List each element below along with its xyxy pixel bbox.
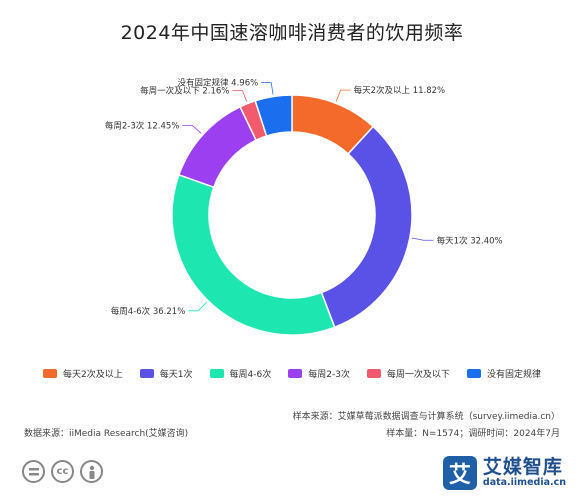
pie-slice (320, 125, 413, 329)
legend-label: 每天2次及以上 (63, 370, 123, 380)
chart-title: 2024年中国速溶咖啡消费者的饮用频率 (120, 22, 464, 44)
slice-leader-line (335, 89, 351, 102)
legend-swatch (466, 369, 481, 378)
equal-icon (22, 460, 45, 483)
brand-logo: 艾 (442, 456, 477, 490)
legend-label: 每周一次及以下 (386, 370, 450, 380)
legend-swatch (209, 369, 224, 378)
donut-chart: 每天2次及以上 11.82% 每天1次 32.40% 每周4-6次 36.21% 每周… (105, 78, 503, 336)
legend-label: 每天1次 (159, 370, 193, 380)
legend-swatch (288, 369, 303, 378)
cc-icon: cc (51, 460, 74, 483)
brand-url: data.iimedia.cn (482, 477, 566, 488)
legend-label: 每周4-6次 (229, 370, 272, 380)
slice-label: 每天2次及以上 11.82% (354, 85, 446, 96)
slice-leader-line (261, 82, 274, 95)
legend-item[interactable]: 每天2次及以上 (43, 367, 123, 380)
sample-source-note: 样本来源：艾媒草莓派数据调查与计算系统（survey.iimedia.cn） (292, 412, 560, 422)
legend-label: 每周2-3次 (308, 370, 350, 380)
chart-legend: 每天2次及以上 每天1次 每周4-6次 每周2-3次 每周一次及以下 没有固定规律 (0, 367, 584, 380)
brand-name: 艾媒智库 (482, 456, 563, 478)
legend-item[interactable]: 没有固定规律 (466, 367, 541, 380)
legend-swatch (43, 369, 58, 378)
pie-slice (254, 94, 293, 137)
slice-label: 每周4-6次 36.21% (111, 306, 186, 317)
slice-label: 每周一次及以下 2.16% (140, 86, 229, 97)
legend-swatch (366, 369, 381, 378)
license-icons: cc (22, 460, 103, 483)
legend-item[interactable]: 每周2-3次 (288, 367, 350, 380)
slice-leader-line (232, 90, 248, 102)
legend-item[interactable]: 每周4-6次 (209, 367, 272, 380)
sample-size-note: 样本量：N=1574；调研时间：2024年7月 (386, 429, 560, 439)
person-icon (80, 460, 103, 483)
brand-block: 艾 艾媒智库 data.iimedia.cn (442, 456, 566, 490)
legend-item[interactable]: 每周一次及以下 (366, 367, 450, 380)
slice-leader-line (188, 301, 207, 312)
slice-leader-line (182, 125, 202, 134)
legend-item[interactable]: 每天1次 (139, 367, 193, 380)
slice-label: 没有固定规律 4.96% (177, 78, 258, 89)
legend-label: 没有固定规律 (486, 370, 541, 380)
data-source-note: 数据来源：iiMedia Research(艾媒咨询) (24, 429, 189, 439)
pie-slice (177, 105, 258, 189)
slice-leader-line (411, 237, 434, 241)
pie-slice (171, 173, 336, 336)
slice-label: 每周2-3次 12.45% (105, 120, 180, 131)
slice-label: 每天1次 32.40% (437, 235, 503, 246)
legend-swatch (139, 369, 154, 378)
